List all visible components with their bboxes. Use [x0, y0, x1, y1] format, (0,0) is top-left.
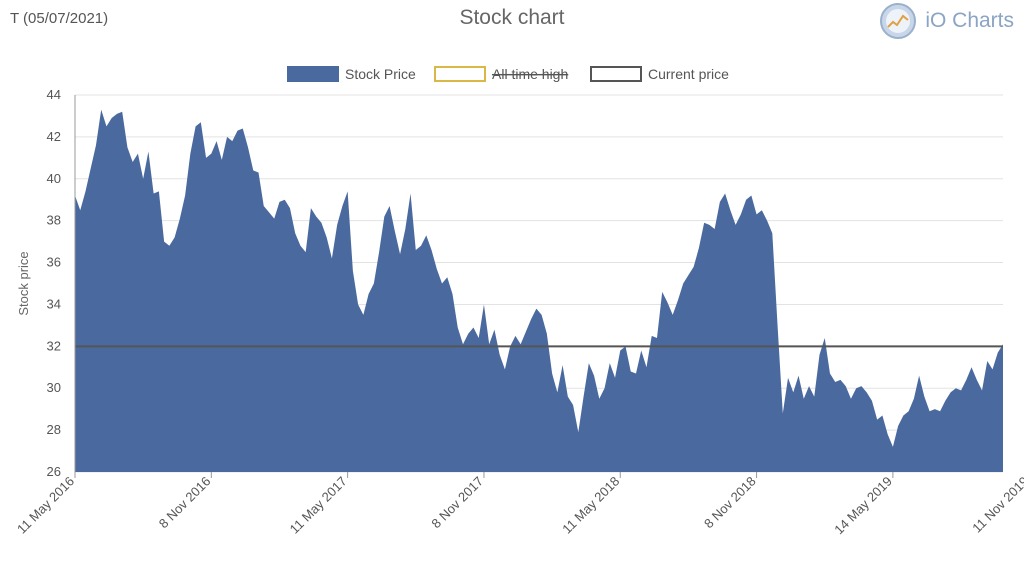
y-tick-label: 26: [47, 464, 61, 479]
legend-label: All time high: [492, 66, 568, 82]
x-tick-label: 11 May 2016: [14, 474, 77, 537]
legend-swatch: [590, 66, 642, 82]
x-tick-label: 11 Nov 2019: [969, 474, 1024, 536]
x-tick-label: 11 May 2018: [559, 474, 622, 537]
y-tick-label: 42: [47, 129, 61, 144]
io-charts-logo-icon: [880, 3, 917, 39]
y-tick-label: 30: [47, 380, 61, 395]
y-axis-ticks: 26 28 30 32 34 36 38 40 42 44: [47, 87, 61, 479]
x-axis-ticks: 11 May 2016 8 Nov 2016 11 May 2017 8 Nov 20…: [14, 472, 1024, 537]
y-tick-label: 32: [47, 338, 61, 353]
legend-label: Stock Price: [345, 66, 416, 82]
y-tick-label: 34: [47, 296, 61, 311]
stock-price-area: [75, 109, 1003, 472]
legend-swatch: [287, 66, 339, 82]
y-tick-label: 44: [47, 87, 61, 102]
y-tick-label: 40: [47, 171, 61, 186]
x-tick-label: 14 May 2019: [831, 474, 895, 538]
y-axis-label: Stock price: [16, 251, 31, 315]
legend-swatch: [434, 66, 486, 82]
x-tick-label: 11 May 2017: [287, 474, 350, 537]
logo-text: iO Charts: [925, 9, 1014, 32]
x-tick-label: 8 Nov 2017: [428, 474, 486, 532]
y-tick-label: 28: [47, 422, 61, 437]
x-tick-label: 8 Nov 2016: [156, 474, 214, 532]
ticker-date-label: T (05/07/2021): [10, 10, 109, 27]
io-charts-logo[interactable]: iO Charts: [879, 2, 1014, 40]
y-tick-label: 36: [47, 255, 61, 270]
legend: Stock Price All time high Current price: [287, 66, 729, 82]
y-tick-label: 38: [47, 213, 61, 228]
x-tick-label: 8 Nov 2018: [701, 474, 759, 532]
legend-label: Current price: [648, 66, 729, 82]
chart-title: Stock chart: [459, 6, 565, 29]
